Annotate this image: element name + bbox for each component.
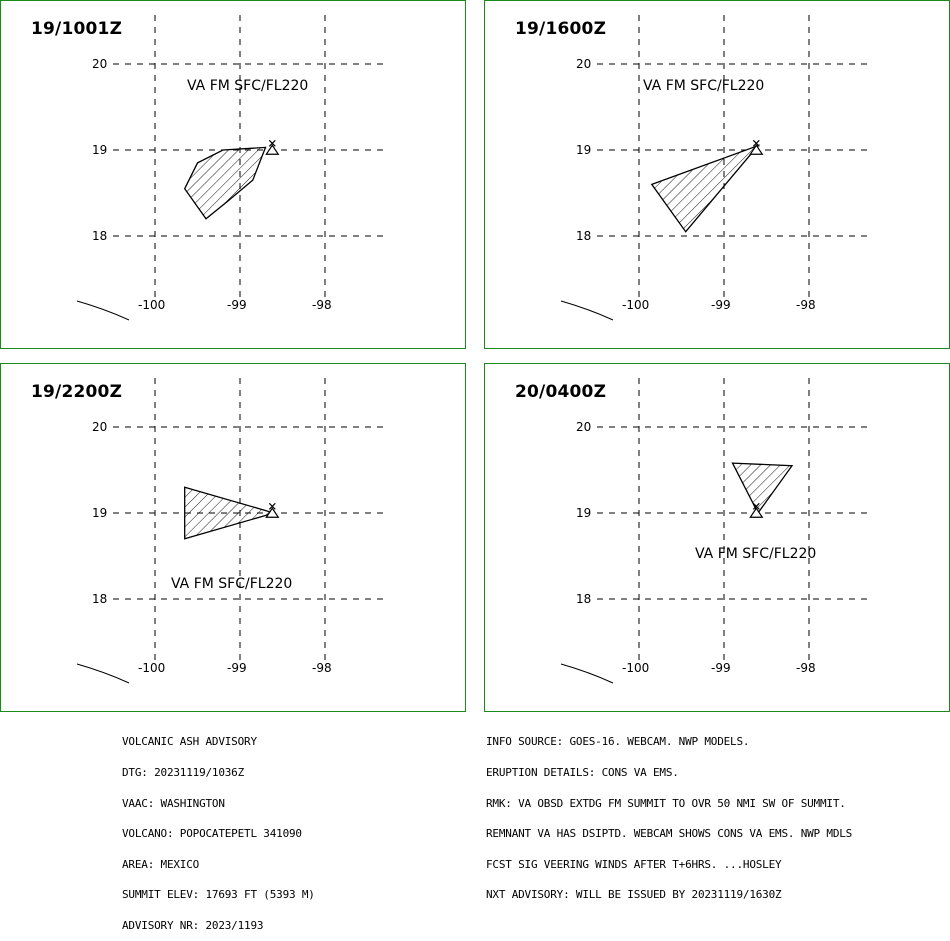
map-canvas-2 (560, 15, 867, 321)
map-canvas-3 (76, 378, 383, 684)
advisory-right-text: INFO SOURCE: GOES-16. WEBCAM. NWP MODELS… (486, 717, 852, 911)
lon-tick-99: -99 (227, 298, 247, 312)
volcano-icon (749, 139, 764, 155)
map-canvas-4 (560, 378, 867, 684)
ash-cloud-polygon (184, 486, 277, 540)
coastline (560, 300, 614, 321)
advisory-left-text: VOLCANIC ASH ADVISORY DTG: 20231119/1036… (122, 717, 315, 941)
ash-label-1: VA FM SFC/FL220 (187, 78, 309, 94)
advisory-line: ADVISORY NR: 2023/1193 (122, 918, 264, 932)
panel-time-3: 19/2200Z (31, 382, 123, 402)
advisory-line: AREA: MEXICO (122, 857, 200, 871)
lat-tick-18: 18 (576, 592, 592, 606)
lon-tick-98: -98 (796, 661, 816, 675)
advisory-line: VAAC: WASHINGTON (122, 796, 225, 810)
ash-label-3: VA FM SFC/FL220 (171, 576, 293, 592)
coastline (76, 300, 130, 321)
lat-tick-20: 20 (576, 420, 592, 434)
volcano-icon (265, 139, 280, 155)
lat-tick-20: 20 (92, 420, 108, 434)
volcano-icon (749, 502, 764, 518)
advisory-line: NXT ADVISORY: WILL BE ISSUED BY 20231119… (486, 888, 782, 902)
ash-label-4: VA FM SFC/FL220 (695, 546, 817, 562)
advisory-line: ERUPTION DETAILS: CONS VA EMS. (486, 766, 679, 779)
ash-cloud-polygon (650, 144, 761, 233)
coastline (76, 663, 130, 684)
ash-cloud-polygon (183, 146, 267, 220)
map-panel-3: 19/2200Z VA FM SFC/FL220 20 19 18 -100 -… (0, 363, 466, 712)
advisory-line: VOLCANIC ASH ADVISORY (122, 735, 257, 749)
lat-tick-18: 18 (92, 229, 108, 243)
advisory-line: FCST SIG VEERING WINDS AFTER T+6HRS. ...… (486, 857, 782, 871)
ash-cloud-polygon (731, 462, 794, 515)
panel-time-2: 19/1600Z (515, 19, 607, 39)
advisory-line: VOLCANO: POPOCATEPETL 341090 (122, 827, 302, 841)
map-panel-4: 20/0400Z VA FM SFC/FL220 20 19 18 -100 -… (484, 363, 950, 712)
lat-tick-19: 19 (92, 506, 108, 520)
lat-tick-18: 18 (576, 229, 592, 243)
lon-tick-98: -98 (312, 298, 332, 312)
panel-time-4: 20/0400Z (515, 382, 607, 402)
advisory-line: REMNANT VA HAS DSIPTD. WEBCAM SHOWS CONS… (486, 827, 853, 841)
lon-tick-99: -99 (227, 661, 247, 675)
ash-label-2: VA FM SFC/FL220 (643, 78, 765, 94)
map-panel-1: 19/1001Z VA FM SFC/FL220 20 19 18 -100 -… (0, 0, 466, 349)
lat-tick-20: 20 (576, 57, 592, 71)
advisory-line: RMK: VA OBSD EXTDG FM SUMMIT TO OVR 50 N… (486, 796, 846, 810)
lat-tick-19: 19 (92, 143, 108, 157)
coastline (560, 663, 614, 684)
lat-tick-18: 18 (92, 592, 108, 606)
map-canvas-1 (76, 15, 383, 321)
advisory-line: DTG: 20231119/1036Z (122, 766, 245, 779)
lon-tick-99: -99 (711, 661, 731, 675)
lat-tick-20: 20 (92, 57, 108, 71)
lon-tick-100: -100 (138, 298, 166, 312)
lon-tick-100: -100 (138, 661, 166, 675)
map-panel-2: 19/1600Z VA FM SFC/FL220 20 19 18 -100 -… (484, 0, 950, 349)
lon-tick-100: -100 (622, 661, 650, 675)
lat-tick-19: 19 (576, 506, 592, 520)
volcano-icon (265, 502, 280, 518)
lon-tick-98: -98 (796, 298, 816, 312)
lon-tick-99: -99 (711, 298, 731, 312)
advisory-line: INFO SOURCE: GOES-16. WEBCAM. NWP MODELS… (486, 735, 750, 749)
advisory-line: SUMMIT ELEV: 17693 FT (5393 M) (122, 888, 315, 902)
lon-tick-98: -98 (312, 661, 332, 675)
panel-time-1: 19/1001Z (31, 19, 123, 39)
lat-tick-19: 19 (576, 143, 592, 157)
lon-tick-100: -100 (622, 298, 650, 312)
